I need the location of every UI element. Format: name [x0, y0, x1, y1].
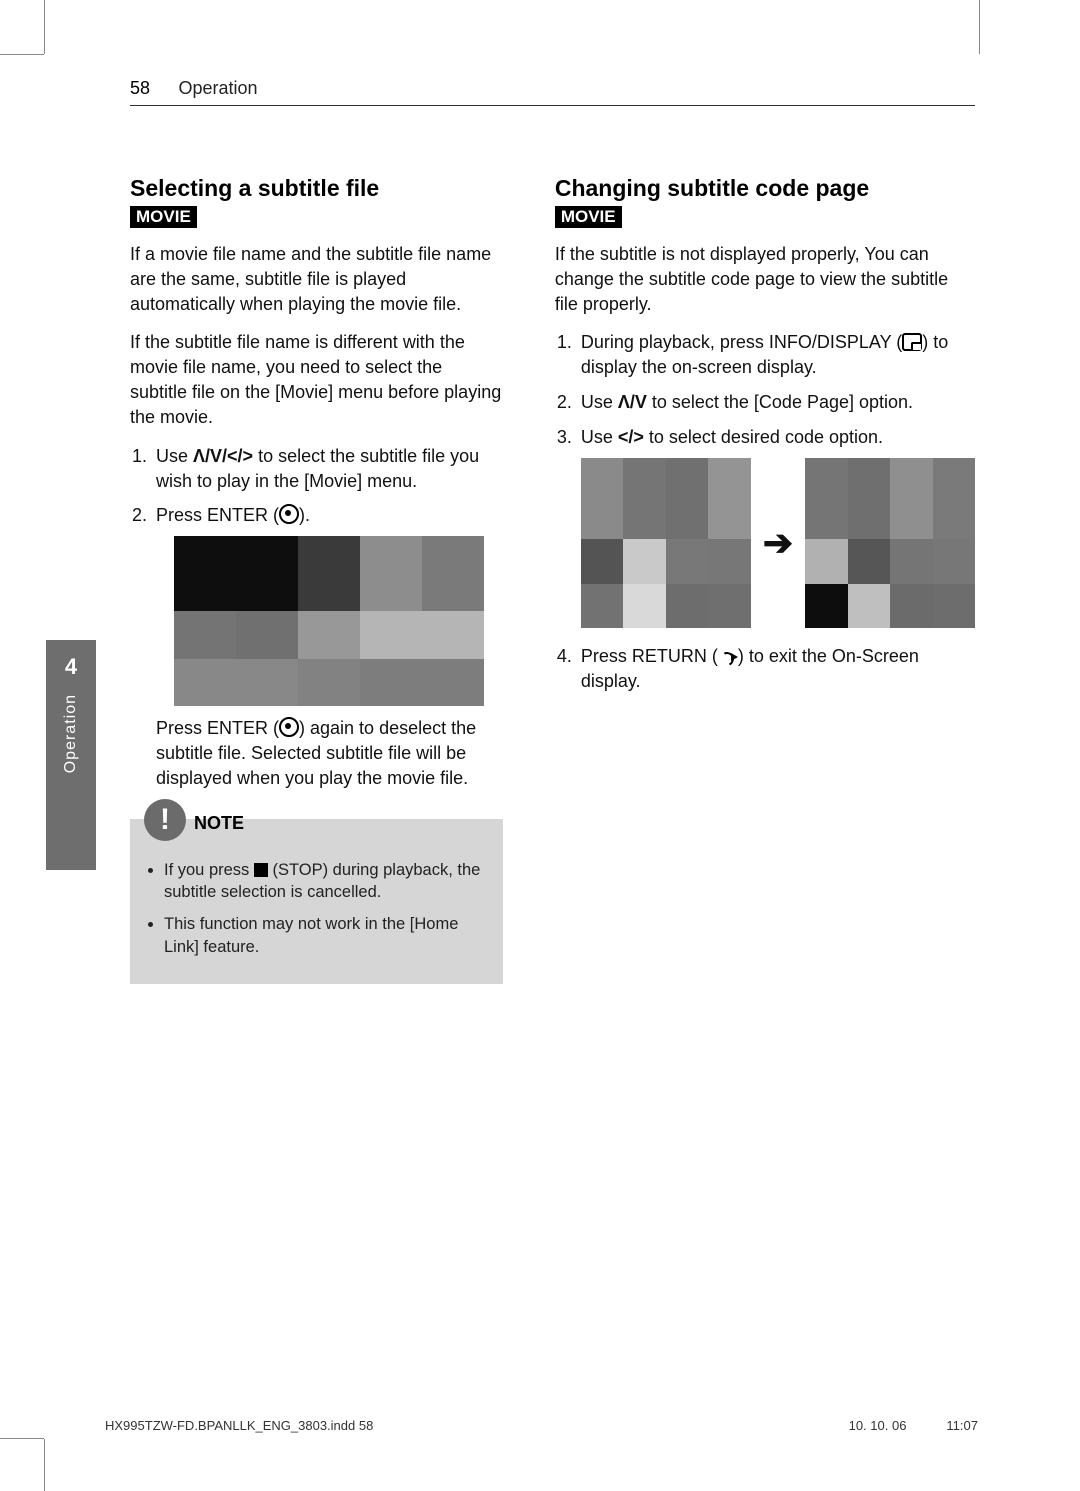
- illustration-placeholder: [174, 536, 484, 706]
- footer-file: HX995TZW-FD.BPANLLK_ENG_3803.indd 58: [105, 1418, 373, 1433]
- left-column: Selecting a subtitle file MOVIE If a mov…: [130, 175, 503, 984]
- note-title: NOTE: [194, 813, 244, 834]
- steps-list: Use Λ/V/</> to select the subtitle file …: [130, 444, 503, 791]
- page-header: 58 Operation: [130, 78, 975, 106]
- illustration-pair: ➔: [581, 458, 975, 628]
- section-title: Selecting a subtitle file: [130, 175, 503, 202]
- paragraph: If the subtitle is not displayed properl…: [555, 242, 975, 316]
- step: Press ENTER (). Press ENTER () again to …: [152, 503, 503, 790]
- crop-mark: [44, 0, 45, 54]
- crop-mark: [0, 54, 44, 55]
- return-icon: [718, 650, 738, 664]
- paragraph: If the subtitle file name is different w…: [130, 330, 503, 429]
- section-title: Changing subtitle code page: [555, 175, 975, 202]
- enter-icon: [279, 504, 299, 524]
- display-icon: [902, 333, 922, 351]
- steps-list: During playback, press INFO/DISPLAY () t…: [555, 330, 975, 693]
- illustration-placeholder: [581, 458, 751, 628]
- illustration-placeholder: [805, 458, 975, 628]
- paragraph: If a movie file name and the subtitle fi…: [130, 242, 503, 316]
- step: Use Λ/V/</> to select the subtitle file …: [152, 444, 503, 494]
- crop-mark: [44, 1439, 45, 1491]
- footer-time: 11:07: [946, 1418, 978, 1433]
- note-item: If you press (STOP) during playback, the…: [164, 859, 485, 904]
- stop-icon: [254, 863, 268, 877]
- note-icon: !: [144, 799, 186, 841]
- footer-date: 10. 10. 06: [849, 1418, 907, 1433]
- note-box: ! NOTE If you press (STOP) during playba…: [130, 819, 503, 984]
- step: During playback, press INFO/DISPLAY () t…: [577, 330, 975, 380]
- note-item: This function may not work in the [Home …: [164, 913, 485, 958]
- crop-mark: [0, 1438, 44, 1439]
- movie-badge: MOVIE: [130, 206, 197, 228]
- arrow-right-icon: ➔: [763, 518, 793, 568]
- right-column: Changing subtitle code page MOVIE If the…: [555, 175, 975, 984]
- step: Use </> to select desired code option. ➔: [577, 425, 975, 628]
- chapter-label: Operation: [62, 694, 80, 773]
- footer: HX995TZW-FD.BPANLLK_ENG_3803.indd 58 10.…: [105, 1418, 978, 1433]
- step: Use Λ/V to select the [Code Page] option…: [577, 390, 975, 415]
- nav-glyph: </>: [618, 427, 644, 447]
- nav-glyph: Λ/V/</>: [193, 446, 253, 466]
- nav-glyph: Λ/V: [618, 392, 647, 412]
- step: Press RETURN () to exit the On-Screen di…: [577, 644, 975, 694]
- movie-badge: MOVIE: [555, 206, 622, 228]
- page-number: 58: [130, 78, 150, 99]
- chapter-tab: 4 Operation: [46, 640, 96, 870]
- crop-mark: [979, 0, 980, 54]
- header-section: Operation: [178, 78, 257, 99]
- chapter-number: 4: [46, 640, 96, 680]
- enter-icon: [279, 717, 299, 737]
